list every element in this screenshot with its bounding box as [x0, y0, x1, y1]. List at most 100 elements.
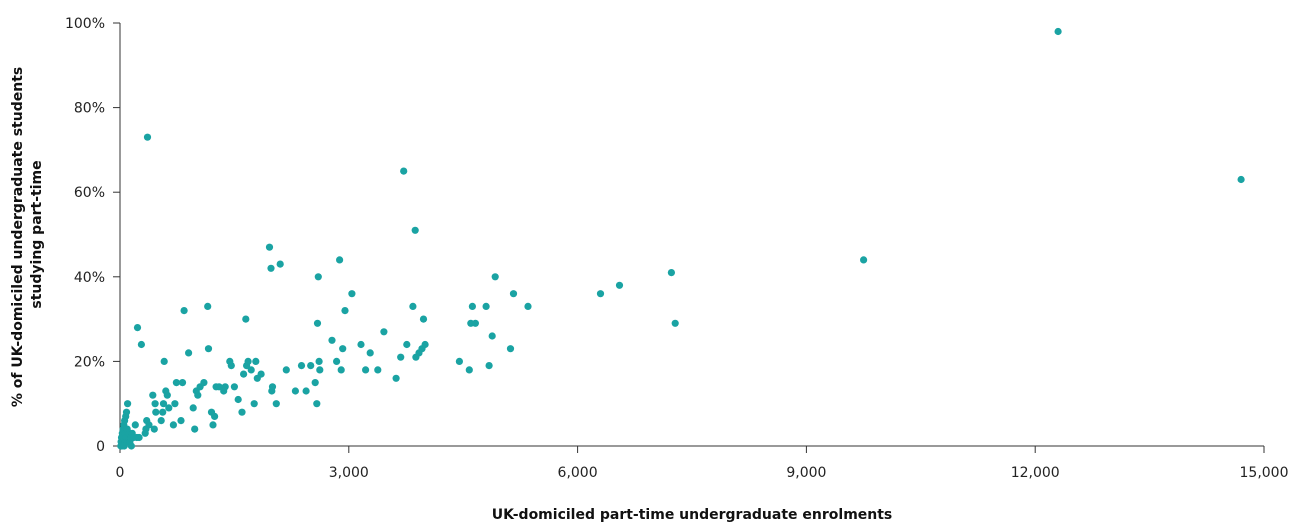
data-point — [397, 353, 405, 361]
data-point — [160, 357, 168, 365]
data-point — [127, 442, 135, 450]
data-point — [191, 425, 199, 433]
data-point — [362, 366, 370, 374]
y-tick-label: 80% — [74, 101, 105, 117]
data-point — [171, 400, 179, 408]
data-point — [297, 362, 306, 370]
data-point — [1054, 27, 1062, 36]
data-point — [194, 391, 202, 399]
data-point — [124, 400, 132, 408]
data-point — [328, 336, 336, 344]
y-axis-title-line-2: studying part-time — [29, 160, 45, 308]
data-point — [421, 340, 429, 349]
x-tick-label: 0 — [116, 465, 125, 481]
data-point — [282, 366, 290, 374]
data-point — [272, 400, 280, 408]
data-point — [268, 383, 277, 391]
data-point — [204, 345, 213, 353]
ticks: 0 20% 40% 60% 80% 100% 0 3,000 6,000 9,000 12,000 1… — [65, 16, 1289, 481]
data-point — [137, 340, 145, 349]
data-point — [468, 302, 476, 310]
data-point — [163, 391, 171, 399]
data-point — [209, 421, 217, 429]
data-point — [159, 400, 168, 408]
data-point — [302, 387, 310, 395]
data-point — [615, 281, 624, 289]
data-point — [122, 408, 131, 416]
data-point — [400, 167, 408, 175]
data-point — [366, 349, 374, 357]
data-point — [247, 366, 255, 374]
data-point — [671, 319, 679, 327]
data-point — [131, 421, 139, 429]
data-point — [392, 374, 400, 382]
data-point — [596, 290, 605, 298]
data-point — [380, 328, 388, 336]
data-point — [276, 260, 284, 268]
data-point — [227, 362, 235, 370]
data-point — [149, 391, 157, 399]
data-point — [172, 379, 180, 387]
data-point — [403, 340, 411, 349]
y-axis-title: % of UK-domiciled undergraduate students… — [10, 62, 45, 407]
data-point — [143, 133, 152, 141]
data-point — [524, 302, 532, 310]
data-point — [491, 273, 499, 281]
data-point — [471, 319, 479, 327]
data-point — [252, 357, 260, 365]
y-tick-label: 100% — [65, 16, 105, 32]
data-point — [204, 302, 212, 310]
data-point — [250, 400, 258, 408]
y-tick-label: 0 — [96, 439, 105, 455]
data-point — [506, 345, 515, 353]
y-tick-label: 60% — [74, 185, 105, 201]
data-point — [374, 366, 382, 374]
data-point — [135, 433, 143, 442]
x-tick-label: 9,000 — [786, 465, 826, 481]
data-point — [419, 315, 428, 323]
data-point — [336, 256, 344, 264]
y-tick-label: 40% — [74, 270, 105, 286]
data-point — [313, 400, 321, 408]
data-point — [291, 387, 299, 395]
data-point — [165, 404, 173, 412]
data-point — [482, 302, 490, 310]
data-point — [257, 370, 265, 378]
data-point — [509, 290, 518, 298]
data-point — [455, 357, 463, 365]
data-point — [860, 256, 868, 264]
data-point — [313, 319, 322, 327]
data-point — [667, 269, 676, 277]
x-tick-label: 3,000 — [329, 465, 369, 481]
data-point — [185, 349, 193, 357]
axes — [119, 23, 1264, 447]
data-point — [242, 315, 250, 323]
data-point — [230, 383, 238, 391]
data-point — [244, 357, 252, 365]
data-point — [150, 425, 158, 433]
data-point — [411, 226, 419, 234]
data-point — [152, 408, 160, 416]
data-point — [157, 417, 165, 425]
data-point — [337, 366, 345, 374]
data-point — [316, 366, 324, 374]
data-point — [211, 412, 219, 420]
x-tick-label: 15,000 — [1240, 465, 1289, 481]
data-point — [189, 404, 197, 412]
data-point — [178, 379, 187, 387]
data-point — [333, 357, 341, 365]
data-point — [341, 307, 349, 315]
data-point — [177, 417, 185, 425]
data-point — [314, 273, 322, 281]
data-point — [221, 383, 229, 391]
x-axis-title: UK-domiciled part-time undergraduate enr… — [492, 507, 893, 523]
data-point — [357, 340, 365, 349]
data-point — [409, 302, 417, 310]
data-point — [215, 383, 223, 391]
data-point — [169, 421, 177, 429]
data-point — [240, 370, 248, 378]
data-point — [145, 421, 153, 429]
data-point — [465, 366, 473, 374]
y-axis-title-line-1: % of UK-domiciled undergraduate students — [10, 67, 26, 407]
